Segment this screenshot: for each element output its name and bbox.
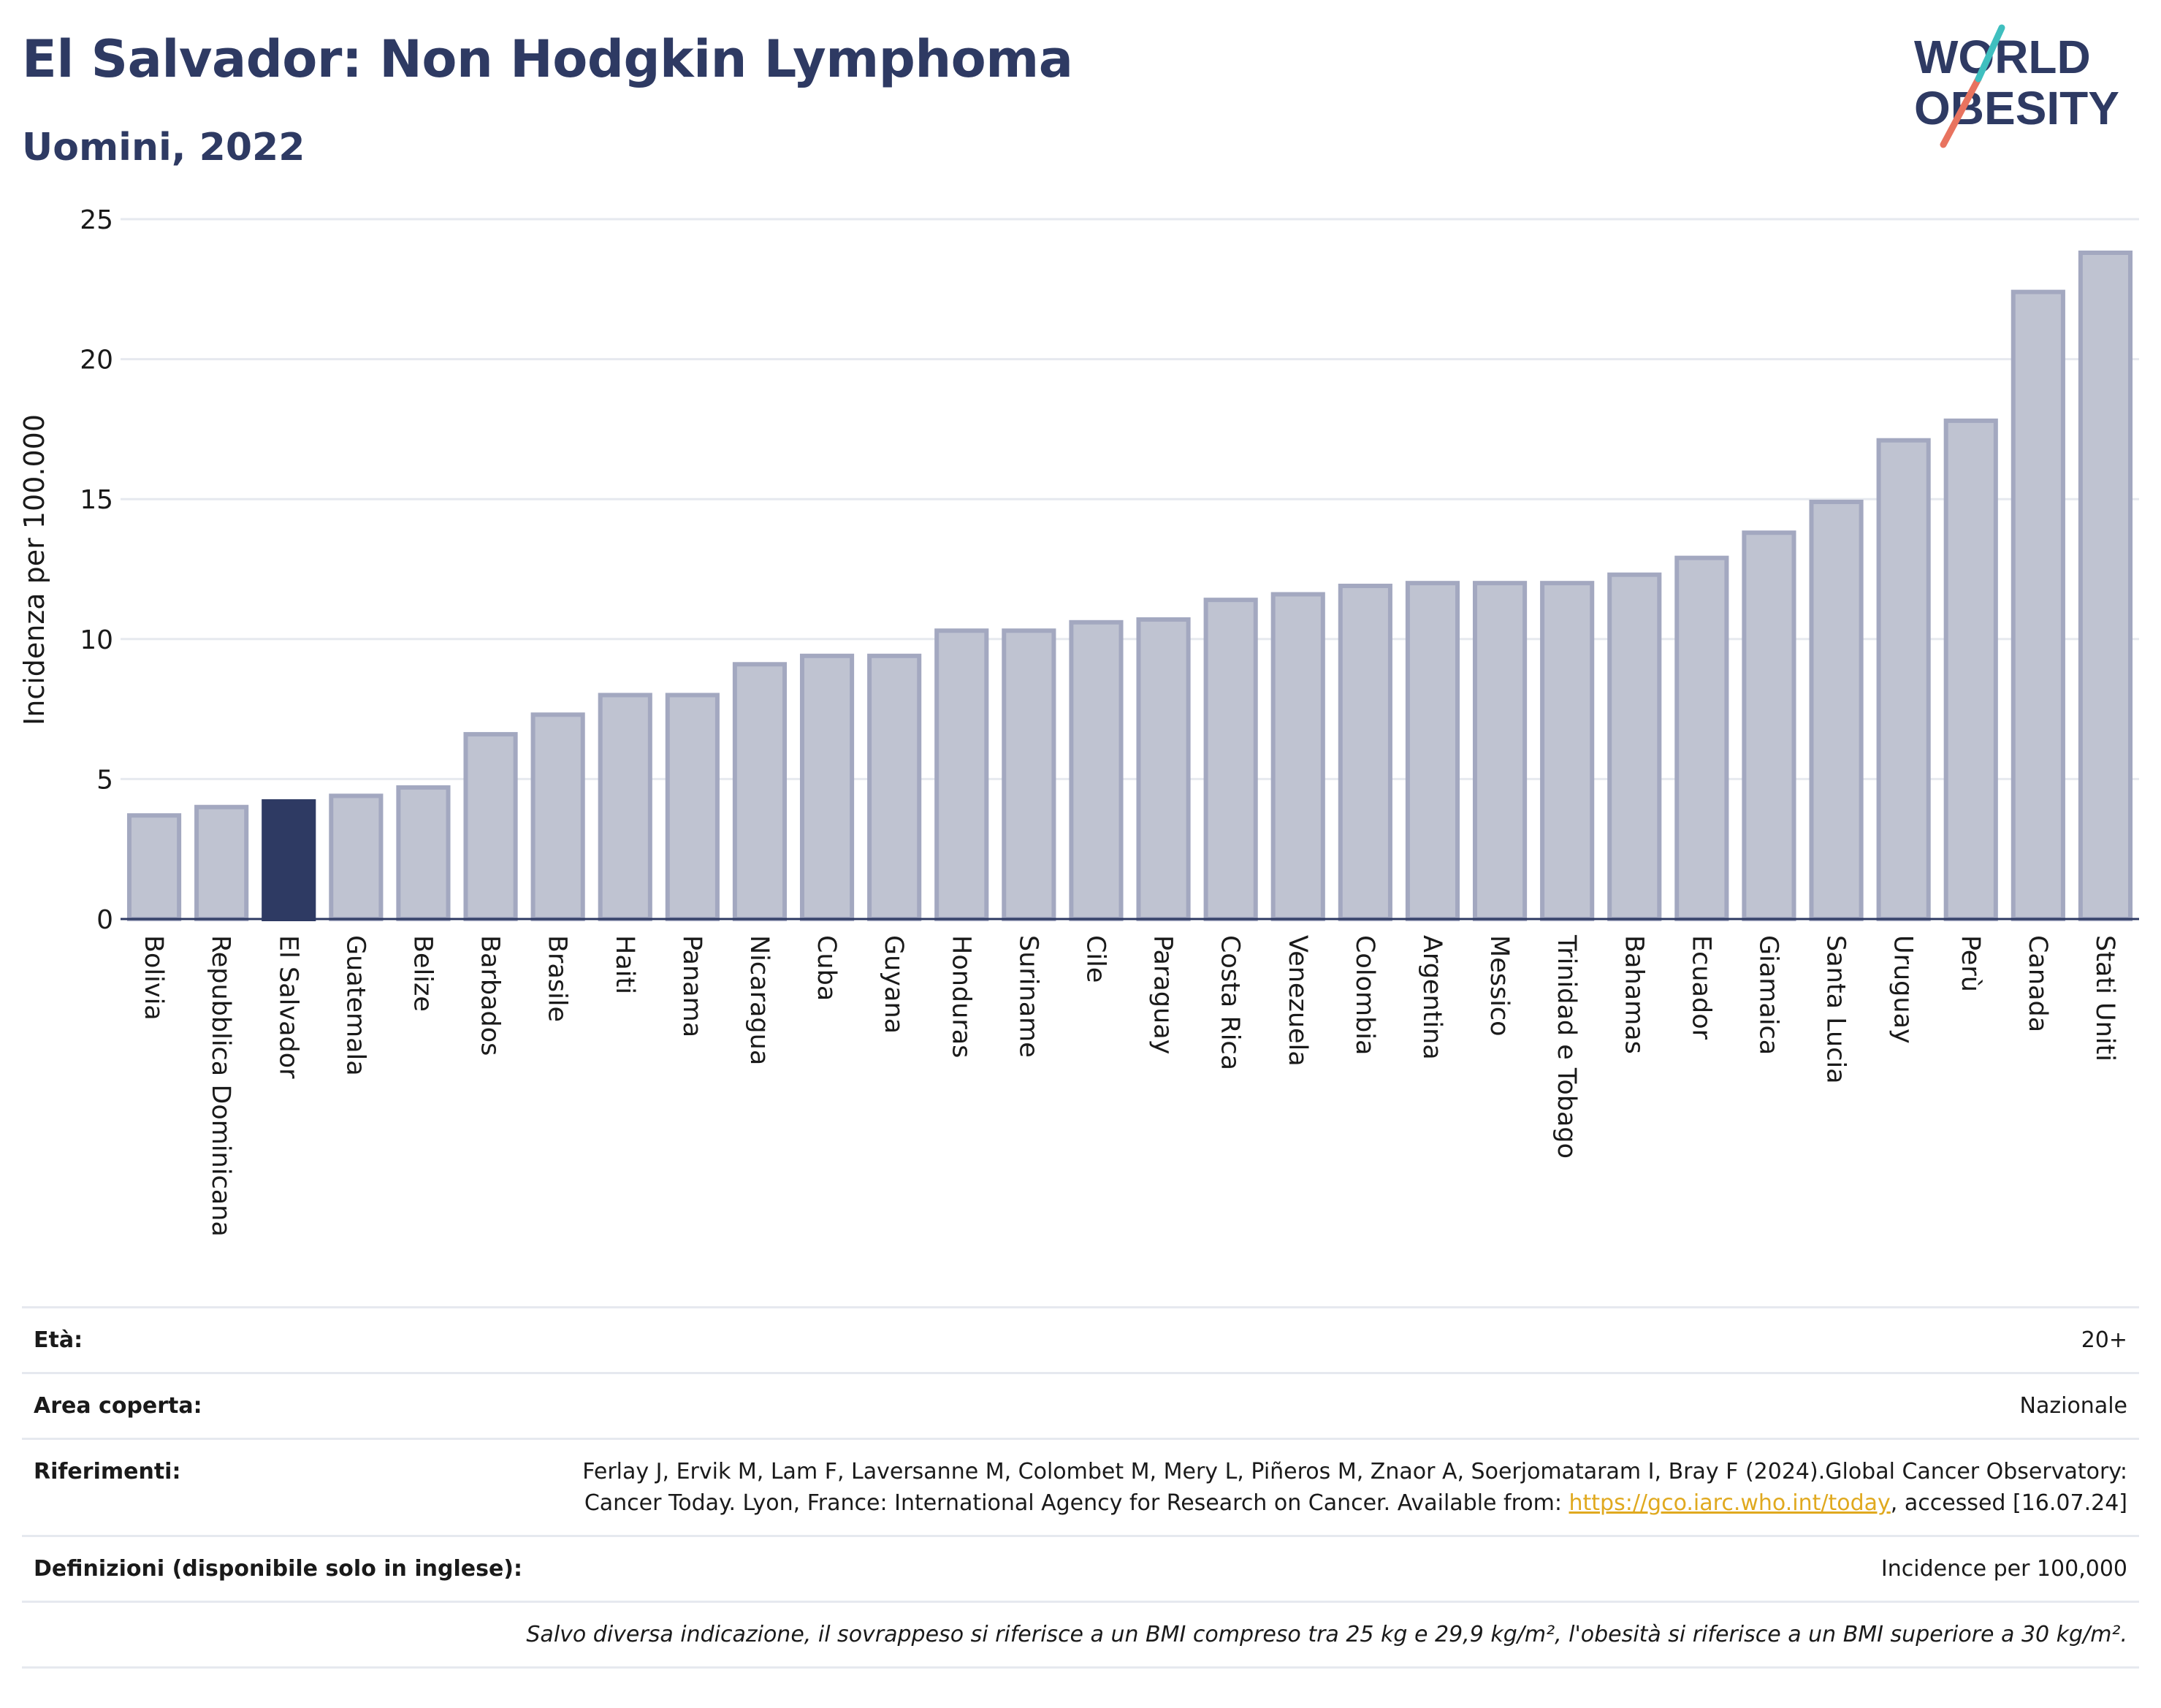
x-tick-label: Repubblica Dominicana (206, 935, 235, 1237)
bar (1809, 500, 1864, 922)
bar (2011, 289, 2065, 921)
x-tick-label: Costa Rica (1216, 935, 1245, 1070)
bar (2078, 250, 2133, 921)
bar (463, 732, 518, 922)
bar (1270, 592, 1325, 921)
meta-row-age: Età: 20+ (22, 1306, 2139, 1372)
y-axis-label: Incidenza per 100.000 (18, 414, 50, 725)
x-tick-label: Belize (408, 935, 437, 1012)
footnote: Salvo diversa indicazione, il sovrappeso… (526, 1622, 2127, 1647)
age-value: 20+ (2081, 1327, 2127, 1353)
references-tail: , accessed [16.07.24] (1890, 1490, 2127, 1516)
bar (329, 793, 384, 922)
x-tick-label: Messico (1485, 935, 1514, 1037)
bar (1203, 598, 1258, 921)
x-tick-label: Barbados (476, 935, 505, 1056)
bar-chart: 0 5 10 15 20 25 Bolivia Repubblica Dominicana E… (18, 205, 2139, 1237)
bar (530, 712, 585, 921)
x-tick-label: Santa Lucia (1821, 935, 1851, 1084)
x-tick-label: Trinidad e Tobago (1552, 934, 1581, 1159)
meta-row-area: Area coperta: Nazionale (22, 1372, 2139, 1438)
y-tick-label: 15 (80, 485, 113, 515)
bar (665, 693, 720, 921)
bar (126, 813, 182, 921)
x-tick-label: Cuba (812, 935, 841, 1001)
area-value: Nazionale (2019, 1393, 2127, 1419)
bar (1674, 555, 1729, 921)
y-axis-ticks: 0 5 10 15 20 25 (80, 205, 113, 935)
bar (1136, 617, 1191, 921)
bar (1876, 438, 1931, 921)
bar (1943, 418, 1998, 921)
bar (396, 785, 451, 921)
meta-row-references: Riferimenti: Ferlay J, Ervik M, Lam F, L… (22, 1438, 2139, 1535)
y-tick-label: 20 (80, 346, 113, 375)
x-tick-label: Venezuela (1283, 935, 1312, 1067)
x-tick-label: Giamaica (1753, 935, 1783, 1055)
world-obesity-logo: WORLD OBESITY (1914, 24, 2119, 148)
references-value: Ferlay J, Ervik M, Lam F, Laversanne M, … (520, 1456, 2127, 1519)
meta-row-note: Salvo diversa indicazione, il sovrappeso… (22, 1601, 2139, 1669)
x-tick-label: Panama (677, 935, 706, 1037)
x-tick-label: Brasile (543, 935, 572, 1022)
y-tick-label: 25 (80, 205, 113, 235)
bar (598, 693, 652, 921)
x-tick-label: El Salvador (273, 935, 302, 1079)
references-label: Riferimenti: (34, 1459, 181, 1484)
x-tick-label: Paraguay (1148, 935, 1178, 1054)
x-tick-label: Bahamas (1619, 935, 1648, 1054)
bar (1002, 628, 1056, 922)
meta-row-definitions: Definizioni (disponibile solo in inglese… (22, 1535, 2139, 1601)
bar (194, 804, 249, 921)
x-tick-label: Uruguay (1889, 935, 1918, 1044)
age-label: Età: (34, 1327, 83, 1353)
x-axis-labels: Bolivia Repubblica Dominicana El Salvador G… (139, 934, 2119, 1237)
x-tick-label: Ecuador (1686, 935, 1715, 1040)
bar (1540, 581, 1595, 921)
x-tick-label: Guatemala (340, 935, 370, 1076)
bar-highlighted (262, 799, 316, 922)
logo-slash-teal (1975, 24, 2005, 83)
bar (1742, 530, 1796, 921)
definitions-label: Definizioni (disponibile solo in inglese… (34, 1556, 522, 1582)
bar (1607, 572, 1662, 921)
references-link[interactable]: https://gco.iarc.who.int/today (1569, 1490, 1891, 1516)
definitions-value: Incidence per 100,000 (1880, 1556, 2127, 1582)
bar (867, 653, 922, 921)
area-label: Area coperta: (34, 1393, 202, 1419)
x-tick-label: Honduras (946, 935, 975, 1058)
bar (799, 653, 855, 921)
x-tick-label: Stati Uniti (2090, 935, 2119, 1061)
bar (732, 662, 788, 922)
bar (1069, 619, 1124, 921)
y-tick-label: 0 (96, 905, 113, 935)
x-tick-label: Canada (2023, 935, 2052, 1032)
logo-line2: OBESITY (1914, 82, 2119, 134)
x-tick-label: Argentina (1417, 935, 1447, 1060)
x-tick-label: Bolivia (139, 935, 168, 1021)
bar (1472, 581, 1528, 921)
x-tick-label: Perù (1956, 935, 1985, 992)
y-tick-label: 10 (80, 625, 113, 655)
bar (1338, 583, 1392, 921)
chart-subtitle: Uomini, 2022 (22, 126, 305, 169)
grid-lines (121, 218, 2139, 780)
bar (934, 628, 989, 922)
y-tick-label: 5 (96, 765, 113, 795)
chart-title: El Salvador: Non Hodgkin Lymphoma (22, 29, 1073, 89)
bars (126, 250, 2133, 922)
x-tick-label: Nicaragua (744, 935, 774, 1065)
x-tick-label: Guyana (879, 935, 908, 1034)
logo-slash-red (1940, 75, 1982, 148)
x-tick-label: Haiti (610, 935, 639, 994)
bar (1405, 581, 1460, 921)
x-tick-label: Suriname (1013, 935, 1043, 1058)
logo-line1: WORLD (1914, 31, 2091, 83)
x-tick-label: Cile (1080, 935, 1110, 983)
x-tick-label: Colombia (1350, 935, 1379, 1055)
references-text: Ferlay J, Ervik M, Lam F, Laversanne M, … (582, 1459, 2127, 1516)
metadata-table: Età: 20+ Area coperta: Nazionale Riferim… (22, 1306, 2139, 1669)
